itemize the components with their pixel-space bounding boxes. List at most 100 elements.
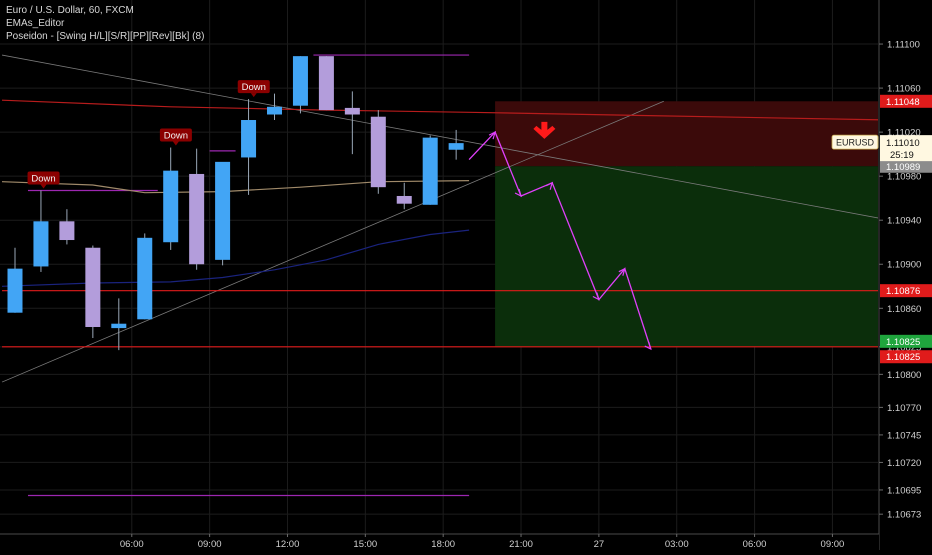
- signal-badge-box: [27, 171, 60, 185]
- time-tick-label: 27: [594, 539, 605, 550]
- candle: [448, 129, 464, 160]
- time-tick-label: 06:00: [743, 539, 767, 550]
- price-label-box: [880, 284, 932, 298]
- price-label: 1.10825: [880, 334, 932, 348]
- signal-badge-box: [237, 80, 270, 94]
- symbol-tag-text: EURUSD: [836, 138, 875, 148]
- candle: [292, 56, 308, 114]
- price-label-text: 1.11048: [886, 97, 920, 108]
- candle-body: [189, 173, 205, 265]
- candle-body: [448, 143, 464, 150]
- price-label-box: [880, 350, 932, 364]
- candles: [7, 56, 464, 351]
- signal-badge-pointer: [172, 141, 179, 146]
- price-label: 1.10825: [880, 350, 932, 364]
- projection-arrowhead: [618, 267, 626, 276]
- projection-arrowhead: [545, 181, 554, 190]
- price-axis-background: [878, 0, 932, 550]
- price-tick-label: 1.10770: [887, 403, 921, 414]
- candle: [396, 182, 412, 210]
- time-axis: 06:00 09:00 12:00 15:00 18:00 21:00 27 03:00 06:…: [0, 533, 879, 550]
- take-profit-zone: [495, 166, 878, 347]
- time-axis-background: [0, 534, 879, 550]
- time-tick-label: 21:00: [509, 539, 533, 550]
- legend-indicator-poseidon[interactable]: Poseidon - [Swing H/L][S/R][PP][Rev][Bk]…: [6, 31, 205, 42]
- symbol-tag-box: [831, 134, 879, 150]
- time-tick-label: 09:00: [198, 539, 222, 550]
- signal-badge-pointer: [40, 184, 47, 189]
- candle: [189, 148, 205, 270]
- projection-arrowhead: [514, 188, 522, 198]
- candle: [422, 135, 438, 205]
- candle-body: [370, 116, 386, 188]
- candle: [85, 245, 101, 339]
- current-price-box: [880, 135, 932, 162]
- candle: [344, 91, 360, 155]
- trendline-ascending: [1, 100, 664, 383]
- price-label-box: [880, 334, 932, 348]
- countdown-text: 25:19: [890, 150, 914, 161]
- price-tick-label: 1.10720: [887, 458, 921, 469]
- candle-body: [318, 56, 334, 111]
- candle-body: [59, 221, 75, 241]
- candle-body: [267, 106, 282, 115]
- candle-body: [396, 195, 412, 204]
- trendline-descending: [1, 54, 932, 229]
- candle: [241, 99, 257, 195]
- time-tick-label: 18:00: [431, 539, 455, 550]
- legend-indicator-emas[interactable]: EMAs_Editor: [6, 18, 65, 29]
- price-label: 1.11048: [880, 94, 932, 108]
- candle: [137, 233, 153, 320]
- price-label-box: [880, 159, 932, 173]
- price-tick-label: 1.10940: [887, 216, 921, 227]
- candle: [59, 209, 75, 245]
- price-label-text: 1.10825: [886, 337, 920, 348]
- current-price-text: 1.11010: [886, 138, 920, 149]
- price-tick-label: 1.11060: [887, 84, 921, 95]
- price-label-text: 1.10825: [886, 352, 920, 363]
- candle: [163, 147, 179, 250]
- candle-body: [292, 56, 308, 106]
- candle-body: [85, 247, 101, 328]
- time-tick-label: 03:00: [665, 539, 689, 550]
- ema-blue: [1, 229, 470, 287]
- price-tick-label: 1.11020: [887, 128, 921, 139]
- price-label-text: 1.10989: [886, 162, 920, 173]
- candle: [33, 190, 49, 272]
- candle-body: [422, 137, 438, 205]
- candle-body: [241, 120, 257, 158]
- candle: [318, 56, 334, 111]
- projection-arrowhead: [488, 130, 497, 140]
- legend-symbol[interactable]: Euro / U.S. Dollar, 60, FXCM: [6, 5, 134, 16]
- candle-body: [7, 268, 23, 313]
- price-label-text: 1.10876: [886, 286, 920, 297]
- projection-arrowhead: [644, 341, 652, 351]
- candle-body: [111, 323, 127, 329]
- price-axis: 1.11100 1.11060 1.11020 1.10980 1.10940 1.109…: [831, 0, 932, 550]
- candle: [267, 93, 282, 121]
- signal-badge-label: Down: [31, 173, 55, 184]
- signal-badge[interactable]: Down: [237, 80, 270, 98]
- signal-badge-box: [159, 128, 192, 142]
- chart-legend: Euro / U.S. Dollar, 60, FXCM EMAs_Editor…: [6, 4, 204, 43]
- candle: [370, 110, 386, 194]
- time-tick-label: 15:00: [353, 539, 377, 550]
- candle-body: [137, 237, 153, 320]
- time-tick-label: 06:00: [120, 539, 144, 550]
- candle-body: [344, 107, 360, 115]
- signal-badge[interactable]: Down: [27, 171, 60, 189]
- price-tick-label: 1.10800: [887, 370, 921, 381]
- price-label: 1.10876: [880, 284, 932, 298]
- time-tick-label: 12:00: [276, 539, 300, 550]
- price-tick-label: 1.11100: [887, 40, 920, 51]
- price-label: 1.10989: [880, 159, 932, 173]
- price-tick-label: 1.10900: [887, 260, 921, 271]
- candle-body: [215, 161, 231, 260]
- candle: [7, 247, 23, 313]
- price-tick-label: 1.10673: [887, 510, 921, 521]
- price-tick-label: 1.10980: [887, 172, 921, 183]
- signal-badge[interactable]: Down: [159, 128, 192, 146]
- price-label-box: [880, 94, 932, 108]
